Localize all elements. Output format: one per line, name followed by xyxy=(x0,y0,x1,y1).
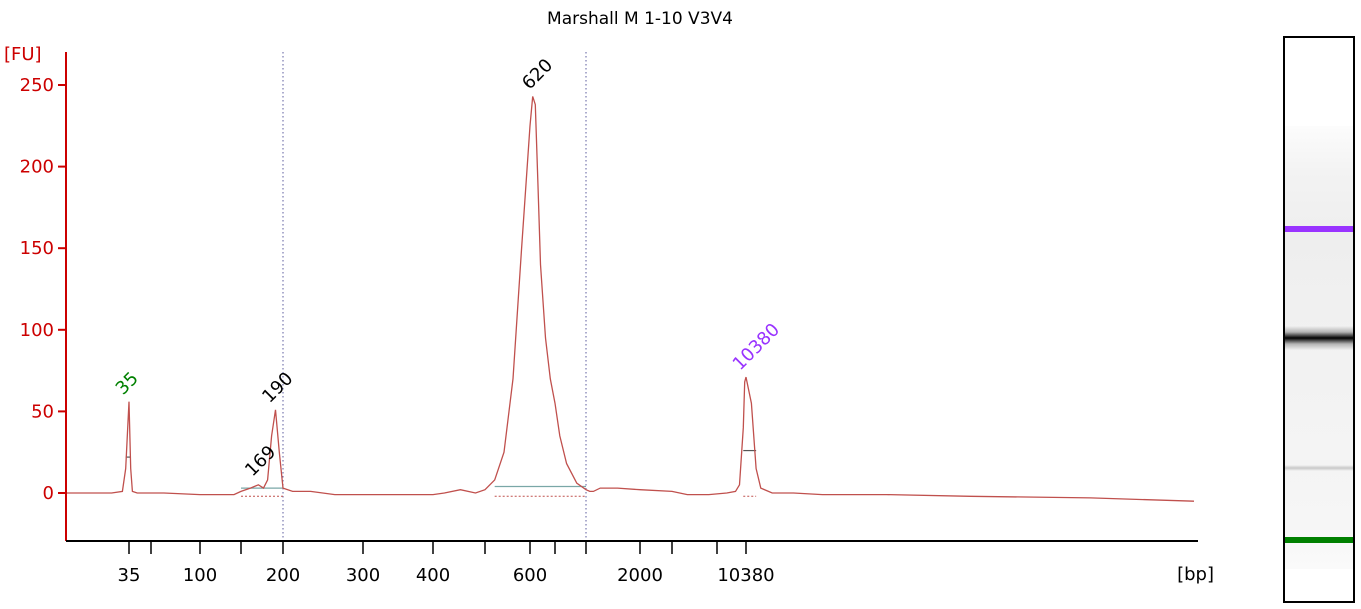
x-tick-label: 35 xyxy=(118,565,141,586)
x-tick-label: 600 xyxy=(513,565,547,586)
peak-baselines xyxy=(125,449,757,497)
y-ticks: 0 50 100 150 200 250 xyxy=(20,75,66,504)
x-tick-label: 200 xyxy=(266,565,300,586)
region-markers xyxy=(282,52,587,541)
x-ticks: 35 100 200 300 400 600 2000 10380 xyxy=(118,541,775,586)
gel-band xyxy=(1285,226,1353,232)
trace-layer xyxy=(66,96,1195,502)
y-tick-label: 0 xyxy=(43,483,54,504)
peak-label: 169 xyxy=(241,442,280,481)
peak-label: 190 xyxy=(258,368,297,407)
axes-layer xyxy=(65,52,1198,542)
gel-band xyxy=(1285,537,1353,543)
gel-band xyxy=(1285,326,1353,350)
peak-label: 35 xyxy=(112,368,143,399)
y-tick-label: 50 xyxy=(31,401,54,422)
y-tick-label: 100 xyxy=(20,320,54,341)
x-tick-label: 400 xyxy=(416,565,450,586)
y-axis-unit-label: [FU] xyxy=(4,44,42,65)
x-tick-label: 2000 xyxy=(617,565,663,586)
gel-lane xyxy=(1283,36,1355,603)
fluorescence-trace xyxy=(66,96,1195,502)
peak-labels: 35 169 190 620 10380 xyxy=(112,55,784,481)
x-tick-label: 300 xyxy=(346,565,380,586)
peak-label: 10380 xyxy=(729,319,784,374)
y-tick-label: 200 xyxy=(20,157,54,178)
x-tick-label: 10380 xyxy=(717,565,774,586)
y-tick-label: 150 xyxy=(20,238,54,259)
x-tick-label: 100 xyxy=(183,565,217,586)
x-axis-unit-label: [bp] xyxy=(1177,564,1214,585)
y-tick-label: 250 xyxy=(20,75,54,96)
gel-band xyxy=(1285,465,1353,471)
peak-label: 620 xyxy=(518,55,557,94)
chart-title: Marshall M 1-10 V3V4 xyxy=(547,9,733,29)
